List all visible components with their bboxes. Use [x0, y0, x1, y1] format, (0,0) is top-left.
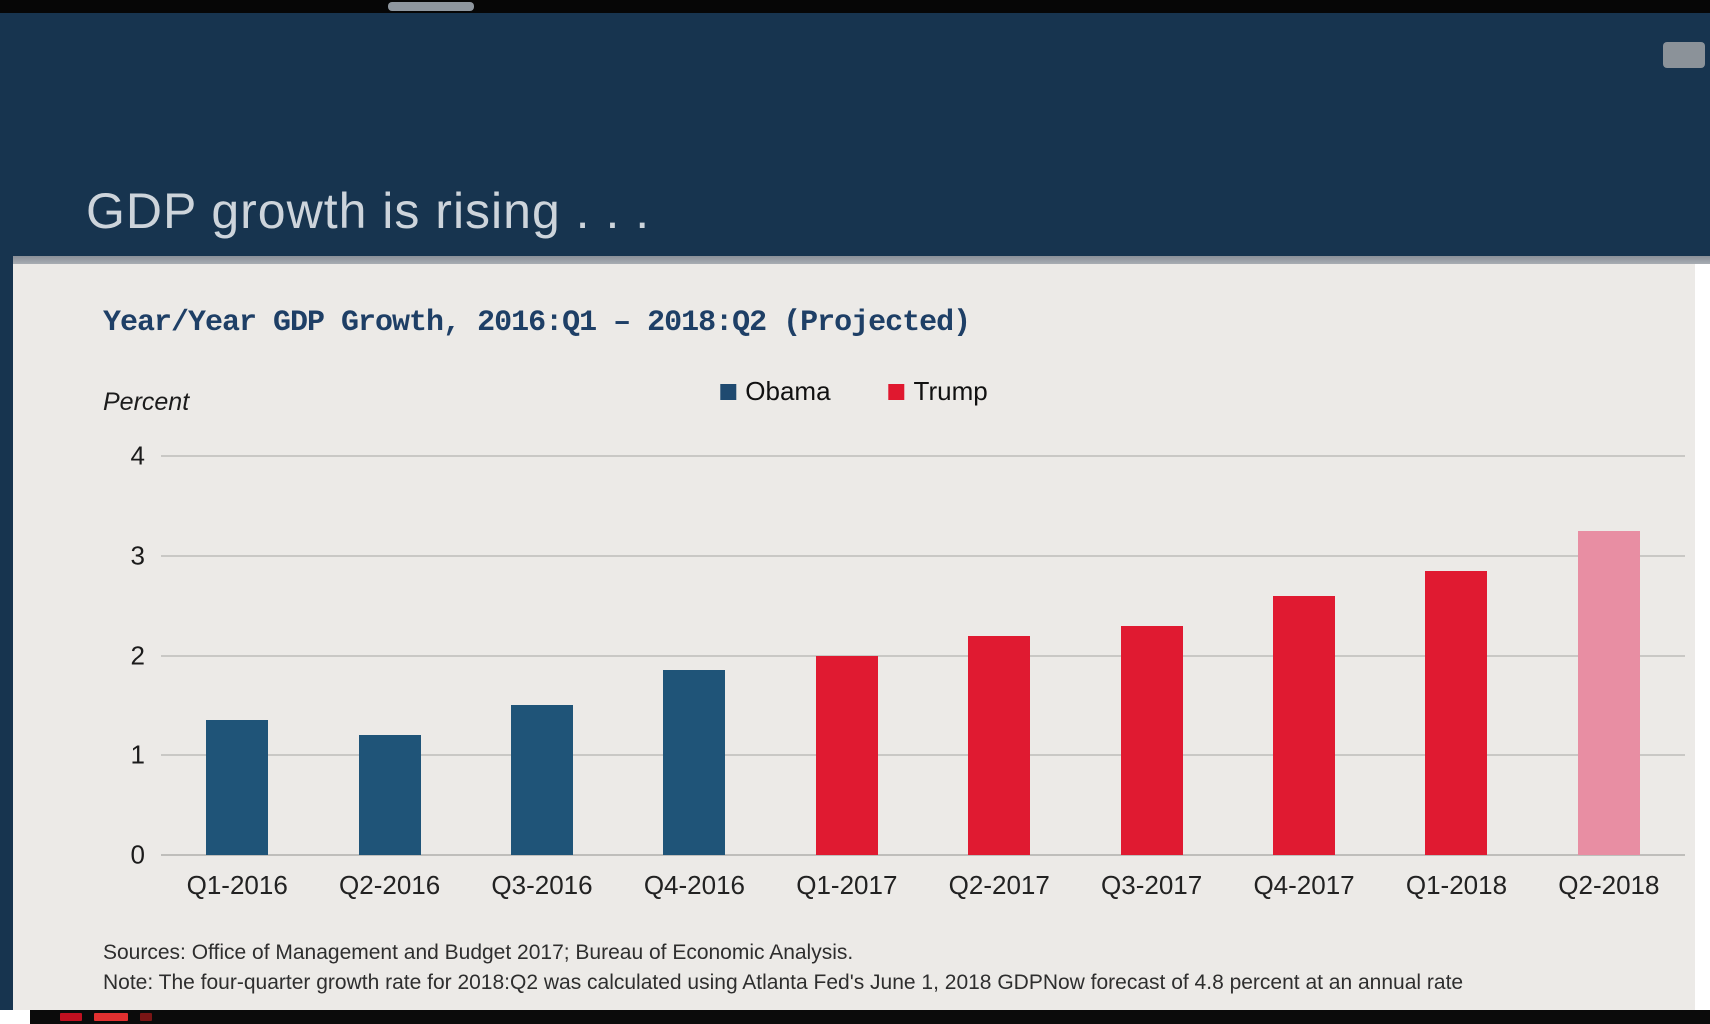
note-line: Note: The four-quarter growth rate for 2…: [103, 971, 1464, 994]
bar-Q2-2018: [1577, 530, 1640, 855]
bar-column-Q2-2017: [923, 456, 1075, 855]
bar-Q3-2017: [1120, 625, 1183, 855]
y-axis-label: Percent: [103, 388, 190, 416]
y-tick-labels: 0 1 2 3 4: [103, 441, 145, 870]
gridline-1: [161, 754, 1685, 757]
gridline-2: [161, 654, 1685, 657]
bar-column-Q1-2016: [161, 456, 313, 855]
header-shadow: [0, 256, 1710, 264]
y-tick-2: 2: [130, 640, 145, 670]
page-title: GDP growth is rising . . .: [86, 183, 651, 239]
x-label-Q3-2017: Q3-2017: [1101, 870, 1203, 900]
chart-title: Year/Year GDP Growth, 2016:Q1 – 2018:Q2 …: [103, 306, 971, 340]
x-label-Q1-2018: Q1-2018: [1405, 870, 1508, 900]
player-artifact: [94, 1013, 128, 1021]
legend-item-trump: Trump: [888, 376, 988, 407]
bar-Q2-2017: [968, 635, 1031, 855]
bar-Q2-2016: [358, 735, 421, 855]
bars-row: [161, 456, 1685, 855]
player-artifact: [1663, 42, 1705, 68]
bottom-strip: [30, 1010, 1710, 1024]
x-label-Q1-2016: Q1-2016: [186, 870, 288, 900]
gridline-0: [161, 854, 1685, 856]
x-label-Q1-2017: Q1-2017: [796, 870, 898, 900]
y-tick-3: 3: [130, 540, 145, 571]
bar-column-Q3-2017: [1075, 456, 1227, 855]
x-label-Q2-2018: Q2-2018: [1558, 870, 1660, 900]
bar-Q4-2017: [1273, 595, 1336, 855]
left-strip: [0, 13, 13, 1010]
top-strip: [0, 0, 1710, 13]
obama-swatch: [720, 383, 737, 400]
x-labels-row: Q1-2016 Q2-2016 Q3-2016 Q4-2016 Q1-2017 Q2-20…: [161, 870, 1685, 901]
player-artifact: [60, 1013, 82, 1021]
bar-Q3-2016: [511, 705, 574, 855]
player-artifact: [388, 2, 474, 11]
y-tick-0: 0: [130, 839, 145, 870]
chart-panel: Year/Year GDP Growth, 2016:Q1 – 2018:Q2 …: [13, 264, 1695, 1010]
right-strip: [1695, 264, 1710, 1010]
x-label-Q3-2016: Q3-2016: [491, 870, 593, 900]
player-artifact: [140, 1013, 152, 1021]
x-label-Q4-2016: Q4-2016: [643, 870, 746, 900]
slide-header: GDP growth is rising . . .: [0, 13, 1710, 256]
gridline-4: [161, 455, 1685, 457]
gridline-3: [161, 554, 1685, 557]
legend-label: Obama: [745, 376, 831, 406]
legend-label: Trump: [913, 376, 988, 406]
bar-column-Q1-2017: [771, 456, 923, 855]
legend-item-obama: Obama: [720, 376, 831, 407]
y-tick-1: 1: [130, 739, 145, 770]
bar-column-Q4-2017: [1228, 456, 1380, 855]
sources-line: Sources: Office of Management and Budget…: [103, 941, 854, 964]
y-tick-4: 4: [130, 440, 145, 471]
x-label-Q2-2017: Q2-2017: [948, 870, 1050, 900]
chart-legend: Obama Trump: [720, 376, 988, 407]
sources-note: Sources: Office of Management and Budget…: [103, 938, 1463, 998]
trump-swatch: [888, 383, 905, 400]
bar-Q1-2016: [206, 720, 269, 855]
bar-column-Q4-2016: [618, 456, 770, 855]
bar-Q4-2016: [663, 670, 726, 855]
bar-Q1-2017: [815, 655, 878, 855]
bar-column-Q2-2018: [1533, 456, 1685, 855]
plot-area: [161, 455, 1685, 856]
x-label-Q2-2016: Q2-2016: [339, 870, 441, 900]
bar-column-Q2-2016: [313, 456, 465, 855]
bar-column-Q3-2016: [466, 456, 618, 855]
bar-column-Q1-2018: [1380, 456, 1532, 855]
bar-Q1-2018: [1425, 570, 1488, 855]
x-label-Q4-2017: Q4-2017: [1253, 870, 1355, 900]
